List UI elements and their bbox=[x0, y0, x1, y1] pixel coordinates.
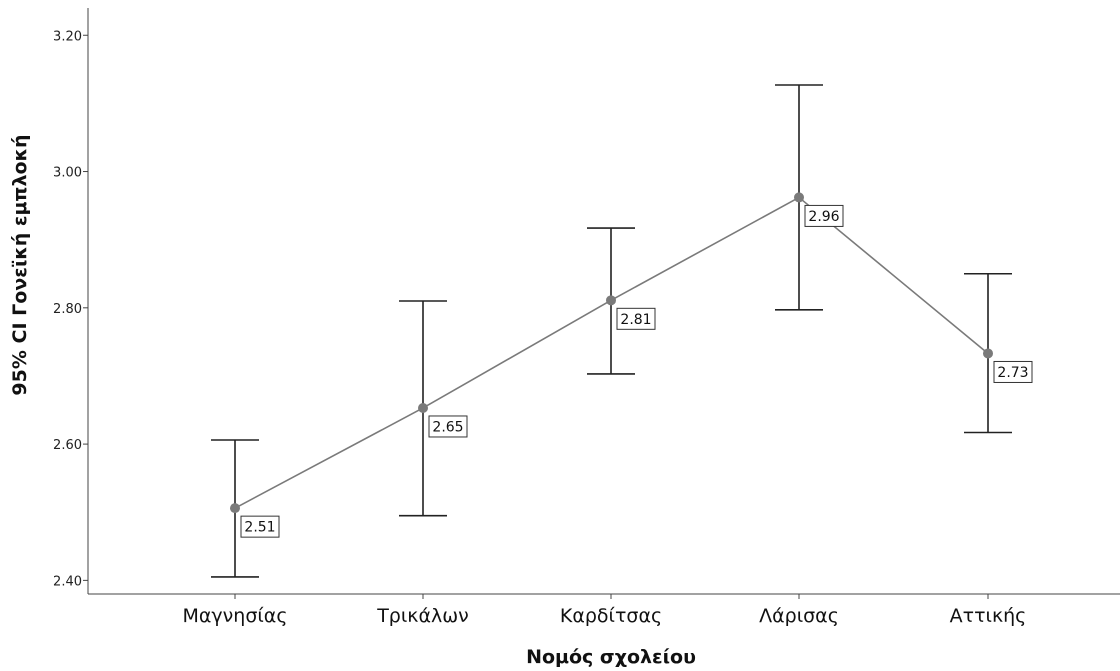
x-axis: Μαγνησίας Τρικάλων Καρδίτσας Λάρισας Αττικής bbox=[88, 593, 1120, 627]
y-tick-label: 3.00 bbox=[53, 166, 82, 181]
data-label: 2.96 bbox=[808, 209, 839, 225]
mean-point bbox=[418, 402, 428, 413]
y-tick-label: 3.20 bbox=[53, 29, 82, 44]
data-label: 2.81 bbox=[620, 312, 651, 328]
y-axis-title: 95% CI Γονεϊκή εμπλοκή bbox=[9, 134, 31, 395]
data-label-box bbox=[240, 515, 280, 538]
data-label-box bbox=[616, 307, 656, 330]
data-label: 2.65 bbox=[432, 419, 463, 435]
data-label-box bbox=[804, 204, 844, 227]
plot-area: 2.51 2.65 2.81 2.96 2.73 bbox=[211, 84, 1033, 578]
x-category-label: Μαγνησίας bbox=[183, 605, 288, 627]
y-tick-label: 2.80 bbox=[53, 302, 82, 317]
data-label: 2.73 bbox=[997, 365, 1028, 381]
mean-point bbox=[794, 192, 804, 203]
data-label: 2.51 bbox=[244, 520, 275, 536]
mean-point bbox=[606, 295, 616, 306]
x-axis-title: Νομός σχολείου bbox=[526, 646, 696, 668]
data-label-box bbox=[993, 360, 1033, 383]
mean-point bbox=[983, 348, 993, 359]
x-category-label: Αττικής bbox=[950, 605, 1027, 627]
y-tick-label: 2.40 bbox=[53, 574, 82, 589]
y-axis: 2.40 2.60 2.80 3.00 3.20 bbox=[53, 8, 89, 594]
y-tick-label: 2.60 bbox=[53, 438, 82, 453]
x-category-label: Καρδίτσας bbox=[560, 605, 662, 627]
data-label-box bbox=[428, 415, 468, 438]
x-category-label: Τρικάλων bbox=[376, 605, 469, 627]
mean-point bbox=[230, 503, 240, 514]
x-category-label: Λάρισας bbox=[759, 605, 839, 627]
